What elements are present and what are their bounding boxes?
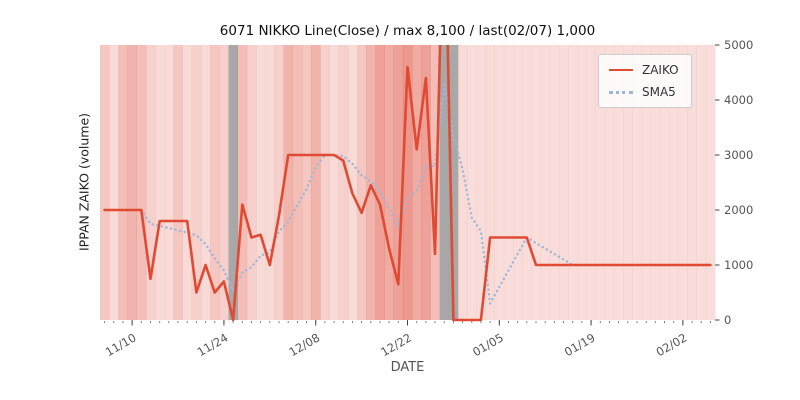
day-band	[513, 45, 523, 320]
x-tick-label: 11/10	[103, 330, 139, 359]
day-band	[503, 45, 514, 320]
y-tick-label: 0	[724, 313, 731, 327]
day-band	[687, 45, 697, 320]
zaiko-line	[103, 45, 712, 322]
day-band	[604, 45, 615, 320]
day-band	[595, 45, 606, 320]
day-band	[623, 45, 633, 320]
legend-label-zaiko: ZAIKO	[642, 63, 679, 77]
day-band	[301, 45, 312, 320]
day-band	[283, 45, 294, 320]
x-tick-label: 12/22	[378, 330, 414, 359]
day-band	[136, 45, 147, 320]
x-tick-label: 12/08	[286, 330, 322, 359]
legend: ZAIKO SMA5	[598, 54, 692, 108]
day-band	[430, 45, 440, 320]
day-band	[173, 45, 183, 320]
y-tick-label: 1000	[724, 258, 753, 272]
gray-band	[228, 45, 238, 320]
day-band	[577, 45, 587, 320]
day-band	[210, 45, 220, 320]
day-band	[467, 45, 477, 320]
day-band	[540, 45, 551, 320]
day-band	[669, 45, 679, 320]
day-band	[237, 45, 248, 320]
day-band	[164, 45, 174, 320]
day-band	[338, 45, 349, 320]
day-band	[659, 45, 670, 320]
legend-label-sma5: SMA5	[642, 85, 676, 99]
day-band	[182, 45, 193, 320]
day-band	[384, 45, 395, 320]
day-band	[586, 45, 596, 320]
day-band	[366, 45, 376, 320]
day-band	[320, 45, 330, 320]
day-band	[678, 45, 688, 320]
y-tick-label: 2000	[724, 203, 753, 217]
day-band	[568, 45, 578, 320]
day-band	[650, 45, 661, 320]
day-band	[494, 45, 505, 320]
day-band	[641, 45, 652, 320]
day-band	[256, 45, 266, 320]
day-band	[155, 45, 165, 320]
legend-item-zaiko: ZAIKO	[609, 63, 679, 77]
y-tick-label: 4000	[724, 93, 753, 107]
day-band	[109, 45, 119, 320]
day-band	[457, 45, 468, 320]
x-tick-label: 02/02	[654, 330, 690, 359]
day-band	[100, 45, 110, 320]
day-band	[347, 45, 358, 320]
day-band	[200, 45, 211, 320]
day-band	[118, 45, 128, 320]
day-band	[191, 45, 202, 320]
day-band	[311, 45, 321, 320]
day-band	[219, 45, 229, 320]
day-band	[246, 45, 257, 320]
day-band	[127, 45, 138, 320]
day-band	[485, 45, 495, 320]
day-band	[421, 45, 431, 320]
y-tick-label: 3000	[724, 148, 753, 162]
sma5-line-swatch	[609, 90, 633, 94]
day-band	[632, 45, 642, 320]
day-band	[696, 45, 707, 320]
day-band	[402, 45, 413, 320]
day-band	[549, 45, 560, 320]
day-band	[705, 45, 716, 320]
day-band	[145, 45, 156, 320]
day-band	[265, 45, 275, 320]
day-band	[274, 45, 284, 320]
y-tick-label: 5000	[724, 38, 753, 52]
day-band	[614, 45, 624, 320]
day-band	[375, 45, 385, 320]
day-band	[558, 45, 569, 320]
gray-band	[448, 45, 459, 320]
day-band	[412, 45, 422, 320]
gray-band	[439, 45, 450, 320]
x-tick-label: 01/19	[562, 330, 598, 359]
day-band	[531, 45, 541, 320]
day-band	[292, 45, 303, 320]
day-band	[329, 45, 339, 320]
x-tick-label: 11/24	[195, 330, 231, 359]
x-tick-label: 01/05	[470, 330, 506, 359]
day-band	[357, 45, 367, 320]
day-band	[522, 45, 532, 320]
legend-item-sma5: SMA5	[609, 85, 679, 99]
chart-title: 6071 NIKKO Line(Close) / max 8,100 / las…	[219, 23, 596, 39]
day-band	[476, 45, 486, 320]
day-band	[393, 45, 404, 320]
x-axis-label: DATE	[390, 360, 425, 375]
zaiko-line-swatch	[609, 69, 633, 71]
